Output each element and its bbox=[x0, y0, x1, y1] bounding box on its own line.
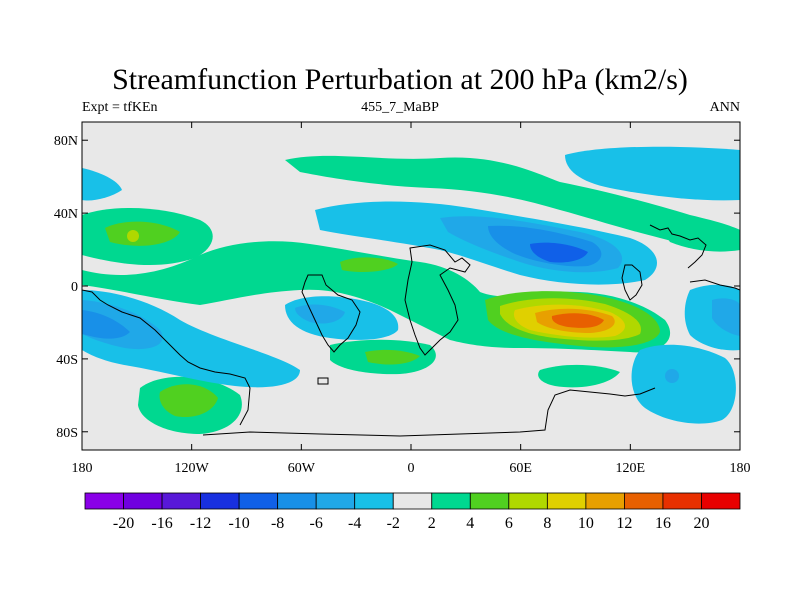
contour-positive-north-band bbox=[285, 155, 740, 251]
colorbar-swatch bbox=[84, 492, 124, 510]
contour-max-northwest bbox=[127, 230, 139, 242]
colorbar-label: 12 bbox=[616, 515, 632, 532]
colorbar-swatch bbox=[508, 492, 548, 510]
colorbar-swatch bbox=[392, 492, 433, 510]
colorbar-label: 8 bbox=[543, 515, 551, 532]
contour-positive-south-indian bbox=[538, 364, 620, 388]
colorbar-swatch bbox=[701, 492, 741, 510]
colorbar-label: -2 bbox=[387, 515, 400, 532]
lon-tick-label: 180 bbox=[72, 461, 93, 476]
lon-tick-label: 60E bbox=[509, 461, 532, 476]
contour-negative-arctic-east bbox=[565, 146, 740, 201]
colorbar: -20 -16 -12 -10 -8 -6 -4 -2 2 4 6 8 10 12 16 20 bbox=[84, 492, 741, 532]
lon-tick-label: 120W bbox=[175, 461, 210, 476]
colorbar-label: 20 bbox=[693, 515, 709, 532]
colorbar-swatch bbox=[277, 492, 317, 510]
colorbar-swatch bbox=[315, 492, 356, 510]
lon-tick-label: 180 bbox=[730, 461, 751, 476]
colorbar-label: 10 bbox=[578, 515, 594, 532]
coastline-india bbox=[621, 264, 643, 301]
colorbar-label: -16 bbox=[151, 515, 172, 532]
colorbar-label: 2 bbox=[428, 515, 436, 532]
colorbar-swatch bbox=[662, 492, 702, 510]
colorbar-swatch bbox=[238, 492, 279, 510]
lat-tick-label: 0 bbox=[71, 280, 78, 295]
contour-positive-south-mid-core bbox=[365, 349, 420, 365]
lat-tick-label: 40N bbox=[54, 207, 78, 222]
case-label: 455_7_MaBP bbox=[361, 100, 439, 115]
coastline-south-america bbox=[301, 274, 361, 353]
contour-positive-northeast bbox=[660, 222, 740, 252]
coastline-layer bbox=[82, 224, 740, 437]
colorbar-label: -6 bbox=[310, 515, 323, 532]
contour-negative-pacific-sw bbox=[82, 290, 300, 388]
coastline-south-atlantic-islands bbox=[317, 377, 329, 385]
coastline-africa bbox=[404, 244, 471, 356]
plot-title: Streamfunction Perturbation at 200 hPa (… bbox=[112, 63, 688, 96]
colorbar-swatch bbox=[200, 492, 240, 510]
season-label: ANN bbox=[709, 100, 740, 115]
lon-tick-label: 60W bbox=[288, 461, 316, 476]
colorbar-label: 4 bbox=[466, 515, 474, 532]
contour-negative-east-pacific-core bbox=[712, 298, 740, 336]
contour-fill-layer bbox=[82, 146, 740, 434]
lon-tick-label: 120E bbox=[616, 461, 646, 476]
contour-positive-small-north bbox=[340, 257, 398, 272]
colorbar-label: -12 bbox=[190, 515, 211, 532]
colorbar-swatch bbox=[546, 492, 587, 510]
colorbar-label: -10 bbox=[228, 515, 249, 532]
contour-negative-asia-l4 bbox=[530, 242, 588, 263]
lat-tick-label: 80S bbox=[56, 426, 78, 441]
contour-positive-indian-ocean-l5 bbox=[551, 313, 604, 328]
colorbar-swatch bbox=[585, 492, 625, 510]
colorbar-label: 6 bbox=[505, 515, 513, 532]
contour-negative-arctic-west bbox=[82, 168, 122, 201]
colorbar-swatch bbox=[123, 492, 163, 510]
colorbar-swatch bbox=[469, 492, 510, 510]
contour-negative-south-pacific bbox=[631, 344, 736, 424]
contour-positive-northwest-core bbox=[105, 221, 180, 246]
lon-tick-label: 0 bbox=[408, 461, 415, 476]
coastline-antarctica bbox=[202, 387, 656, 437]
colorbar-label: -4 bbox=[348, 515, 361, 532]
coastline-north-america bbox=[82, 289, 251, 426]
colorbar-swatch bbox=[354, 492, 394, 510]
experiment-label: Expt = tfKEn bbox=[82, 100, 158, 115]
coastline-asia-east bbox=[649, 224, 707, 269]
latitude-axis: 80N 40N 0 40S 80S bbox=[54, 134, 740, 441]
longitude-axis: 180 120W 60W 0 60E 120E 180 bbox=[72, 122, 751, 476]
colorbar-swatch bbox=[161, 492, 201, 510]
lat-tick-label: 80N bbox=[54, 134, 78, 149]
colorbar-swatch bbox=[624, 492, 664, 510]
contour-positive-far-south-core bbox=[159, 384, 218, 418]
lat-tick-label: 40S bbox=[56, 353, 78, 368]
colorbar-label: 16 bbox=[655, 515, 671, 532]
colorbar-label: -20 bbox=[113, 515, 134, 532]
contour-negative-atlantic-core bbox=[295, 304, 345, 324]
colorbar-swatch bbox=[431, 492, 471, 510]
colorbar-label: -8 bbox=[271, 515, 284, 532]
coastline-australia bbox=[689, 279, 740, 291]
contour-min-south-pacific bbox=[665, 369, 679, 383]
contour-negative-pacific-sw-l3 bbox=[82, 310, 130, 339]
